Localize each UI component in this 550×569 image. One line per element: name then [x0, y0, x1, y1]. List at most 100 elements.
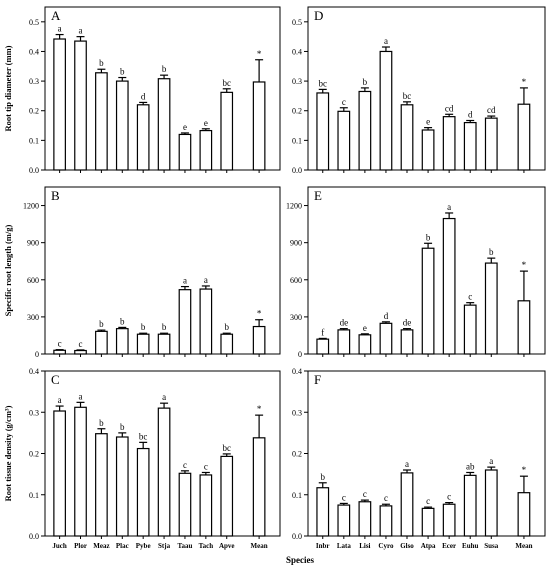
bar: [484, 469, 498, 537]
x-tick-label: Taau: [177, 542, 192, 550]
significance-letter: c: [447, 492, 451, 502]
panel-a: A 0.0 0.1 0.2 0.3 0.4 0.5 a a b b d b e e bc *: [29, 6, 281, 175]
significance-letter: *: [522, 77, 527, 87]
significance-letter: de: [403, 318, 412, 328]
y-tick-label: 0.1: [292, 491, 302, 500]
y-tick-label: 0.0: [292, 532, 302, 541]
significance-letter: a: [447, 202, 451, 212]
bar: [53, 38, 66, 171]
y-tick-label: 0.0: [292, 166, 302, 175]
y-tick-label: 0.5: [29, 18, 39, 27]
y-tick-label: 0.2: [292, 450, 302, 459]
bar: [316, 487, 330, 537]
bar: [358, 334, 372, 355]
x-tick-label: Plac: [116, 542, 129, 550]
bar: [484, 262, 498, 355]
x-tick-label: Apve: [219, 542, 235, 550]
x-tick-label: Euhu: [462, 542, 478, 550]
significance-letter: *: [257, 404, 262, 414]
panel-label: F: [314, 372, 321, 387]
significance-letter: e: [363, 323, 367, 333]
bar: [517, 103, 531, 171]
y-axis-title: Specific root length (m/g): [3, 225, 13, 317]
bar: [252, 81, 266, 171]
bar: [463, 474, 477, 537]
y-tick-label: 1200: [23, 202, 39, 211]
significance-letter: c: [363, 489, 367, 499]
significance-letter: a: [489, 456, 493, 466]
x-tick-label: Cyro: [378, 542, 394, 550]
x-tick-label: Tach: [199, 542, 214, 550]
panel-b: B 0 300 600 900 1200 c c b b b b a a b *: [23, 186, 281, 359]
panel-d: D 0.0 0.1 0.2 0.3 0.4 0.5 bc c b a bc e cd d cd *: [292, 6, 546, 175]
bar: [252, 325, 266, 355]
x-tick-label: Ecer: [442, 542, 456, 550]
bar: [95, 72, 108, 171]
bar: [421, 247, 435, 355]
significance-letter: b: [99, 418, 104, 428]
panel-label: C: [51, 372, 60, 387]
significance-letter: e: [204, 118, 208, 128]
y-tick-label: 0.4: [29, 47, 39, 56]
x-tick-label: Atpa: [421, 542, 436, 550]
significance-letter: a: [162, 392, 166, 402]
panel-label: D: [314, 8, 323, 23]
bar: [53, 410, 66, 537]
bar: [484, 117, 498, 171]
significance-letter: d: [384, 311, 389, 321]
bar: [74, 40, 87, 171]
significance-letter: a: [384, 36, 388, 46]
significance-letter: a: [79, 26, 83, 36]
bar: [115, 80, 129, 171]
significance-letter: c: [384, 493, 388, 503]
y-tick-label: 0.1: [29, 136, 39, 145]
significance-letter: bc: [403, 91, 412, 101]
bar: [337, 110, 351, 171]
y-axis-title: Root tissue density (g/cm³): [3, 405, 13, 501]
significance-letter: b: [99, 319, 104, 329]
bar: [400, 472, 414, 537]
significance-letter: b: [141, 322, 146, 332]
x-tick-label: Mean: [251, 542, 268, 550]
significance-letter: c: [426, 496, 430, 506]
panel-label: E: [314, 188, 322, 203]
bar: [517, 492, 531, 537]
bar: [337, 329, 351, 355]
significance-letter: *: [522, 260, 527, 270]
y-tick-label: 0.3: [292, 408, 302, 417]
panel-label: B: [51, 188, 60, 203]
panel-c: C 0.0 0.1 0.2 0.3 0.4 a Juch a Plor b Meaz b Plac bc Py…: [29, 367, 281, 550]
x-tick-label: Lisi: [359, 542, 370, 550]
panel-f: F 0.0 0.1 0.2 0.3 0.4 b Inbr c Lata c Lisi c Cyro a Gls…: [292, 367, 546, 550]
y-tick-label: 1200: [286, 202, 302, 211]
significance-letter: cd: [487, 105, 496, 115]
panel-e: E 0 300 600 900 1200 f de e d de b a c b *: [286, 186, 546, 359]
bar: [178, 289, 192, 355]
bar: [115, 436, 129, 537]
significance-letter: b: [120, 316, 125, 326]
significance-letter: b: [99, 58, 104, 68]
bar: [95, 433, 108, 537]
bar: [337, 504, 351, 537]
significance-letter: a: [79, 391, 83, 401]
y-tick-label: 0.5: [292, 18, 302, 27]
y-axis-title: Root tip diameter (mm): [3, 45, 13, 131]
x-tick-label: Glso: [400, 542, 414, 550]
y-tick-label: 0: [35, 350, 39, 359]
significance-letter: bc: [222, 443, 231, 453]
significance-letter: *: [257, 309, 262, 319]
significance-letter: de: [340, 318, 349, 328]
y-tick-label: 300: [290, 313, 302, 322]
significance-letter: a: [204, 275, 208, 285]
significance-letter: b: [489, 247, 494, 257]
bar: [199, 129, 213, 171]
bar: [316, 338, 330, 355]
bar: [95, 330, 108, 355]
bar: [74, 349, 87, 355]
bar: [421, 129, 435, 171]
bar: [463, 121, 477, 171]
y-tick-label: 0.2: [29, 107, 39, 116]
significance-letter: c: [183, 460, 187, 470]
significance-letter: c: [79, 339, 83, 349]
